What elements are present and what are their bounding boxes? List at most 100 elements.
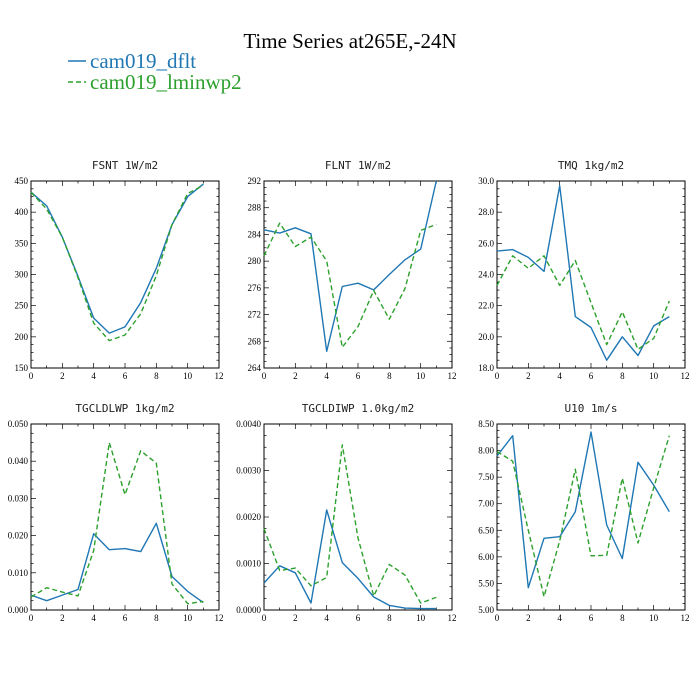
x-tick-label: 12	[448, 613, 457, 623]
y-tick-label: 6.00	[478, 552, 494, 562]
y-tick-label: 7.50	[478, 472, 494, 482]
x-tick-label: 0	[495, 371, 500, 381]
x-tick-label: 8	[620, 613, 625, 623]
chart-panel-0: FSNT 1W/m2 0 2 4 6 8 10 12 150 200 250 300 350 400 450	[15, 159, 224, 381]
panel-title: FSNT 1W/m2	[92, 159, 158, 172]
y-tick-label: 280	[248, 256, 262, 266]
y-tick-label: 272	[248, 310, 262, 320]
y-tick-label: 400	[15, 207, 29, 217]
legend-label-dflt: cam019_dflt	[90, 49, 196, 73]
series-line-lminwp2	[30, 184, 204, 342]
y-tick-label: 0.050	[8, 419, 29, 429]
chart-panels: FSNT 1W/m20 2 4 6 8 10 12150200250300350400450…	[8, 159, 690, 623]
chart-panel-1: FLNT 1W/m2 0 2 4 6 8 10 12 264 268 272 276 280 284 288…	[248, 159, 457, 381]
series-line-dflt	[496, 431, 670, 589]
y-tick-label: 284	[248, 229, 262, 239]
y-tick-label: 18.0	[478, 363, 494, 373]
y-tick-label: 300	[15, 270, 29, 280]
y-tick-label: 5.00	[478, 605, 494, 615]
y-tick-label: 276	[248, 283, 262, 293]
y-tick-label: 8.50	[478, 419, 494, 429]
y-tick-label: 28.0	[478, 207, 494, 217]
series-line-dflt	[496, 184, 670, 361]
x-tick-label: 6	[123, 613, 128, 623]
x-tick-label: 2	[526, 613, 531, 623]
plot-frame	[30, 180, 220, 369]
x-tick-label: 12	[681, 613, 690, 623]
y-tick-label: 24.0	[478, 270, 494, 280]
y-tick-label: 7.00	[478, 499, 494, 509]
x-tick-label: 8	[620, 371, 625, 381]
legend: cam019_dflt cam019_lminwp2	[68, 49, 242, 94]
chart-panel-2: TMQ 1kg/m2 0 2 4 6 8 10 12 18.0 20.0 22.0 24.0 26.0 2…	[478, 159, 689, 381]
panel-title: FLNT 1W/m2	[325, 159, 391, 172]
x-tick-label: 10	[183, 371, 193, 381]
y-tick-label: 288	[248, 203, 262, 213]
y-tick-label: 0.0040	[236, 419, 261, 429]
x-tick-label: 4	[324, 371, 329, 381]
y-tick-label: 250	[15, 301, 29, 311]
x-tick-label: 6	[589, 613, 594, 623]
series-line-lminwp2	[30, 441, 204, 605]
chart-panel-4: TGCLDIWP 1.0kg/m2 0 2 4 6 8 10 12 0.0000 0.0010 0.…	[236, 402, 456, 623]
series-line-dflt	[263, 180, 437, 352]
y-tick-label: 200	[15, 332, 29, 342]
x-tick-label: 6	[356, 613, 361, 623]
y-tick-label: 0.020	[8, 531, 29, 541]
y-tick-label: 150	[15, 363, 29, 373]
series-line-dflt	[263, 509, 437, 610]
x-tick-label: 4	[324, 613, 329, 623]
x-tick-label: 10	[183, 613, 193, 623]
x-tick-label: 8	[154, 613, 159, 623]
x-tick-label: 8	[154, 371, 159, 381]
series-line-lminwp2	[496, 255, 670, 350]
x-tick-label: 4	[91, 371, 96, 381]
x-tick-label: 12	[681, 371, 690, 381]
y-tick-label: 0.0030	[236, 466, 261, 476]
series-line-lminwp2	[496, 435, 670, 598]
x-tick-label: 0	[29, 613, 34, 623]
x-tick-label: 10	[649, 613, 659, 623]
panel-title: TGCLDLWP 1kg/m2	[75, 402, 174, 415]
x-tick-label: 2	[526, 371, 531, 381]
x-tick-label: 8	[387, 371, 392, 381]
series-line-lminwp2	[263, 444, 437, 604]
x-tick-label: 12	[215, 613, 224, 623]
plot-frame	[263, 423, 453, 611]
y-tick-label: 6.50	[478, 525, 494, 535]
y-tick-label: 292	[248, 176, 262, 186]
x-tick-label: 4	[91, 613, 96, 623]
x-tick-label: 4	[557, 613, 562, 623]
series-line-dflt	[30, 183, 204, 334]
y-tick-label: 0.030	[8, 493, 29, 503]
x-tick-label: 2	[293, 613, 298, 623]
x-tick-label: 10	[649, 371, 659, 381]
x-tick-label: 4	[557, 371, 562, 381]
x-tick-label: 2	[60, 613, 65, 623]
figure-title: Time Series at265E,-24N	[243, 29, 456, 53]
y-tick-label: 0.000	[8, 605, 29, 615]
panel-title: TMQ 1kg/m2	[558, 159, 624, 172]
x-tick-label: 2	[60, 371, 65, 381]
y-tick-label: 0.0010	[236, 559, 261, 569]
y-tick-label: 22.0	[478, 301, 494, 311]
y-tick-label: 30.0	[478, 176, 494, 186]
y-tick-label: 450	[15, 176, 29, 186]
y-tick-label: 5.50	[478, 578, 494, 588]
y-tick-label: 0.0000	[236, 605, 261, 615]
y-tick-label: 0.010	[8, 568, 29, 578]
x-tick-label: 10	[416, 371, 426, 381]
x-tick-label: 0	[262, 613, 267, 623]
y-tick-label: 8.00	[478, 446, 494, 456]
x-tick-label: 10	[416, 613, 426, 623]
x-tick-label: 8	[387, 613, 392, 623]
chart-panel-3: TGCLDLWP 1kg/m2 0 2 4 6 8 10 12 0.000 0.010 0.020 0…	[8, 402, 224, 623]
series-line-dflt	[30, 522, 204, 604]
y-tick-label: 0.0020	[236, 512, 261, 522]
panel-title: U10 1m/s	[565, 402, 618, 415]
x-tick-label: 0	[495, 613, 500, 623]
x-tick-label: 12	[215, 371, 224, 381]
x-tick-label: 0	[29, 371, 34, 381]
plot-frame	[496, 180, 686, 369]
